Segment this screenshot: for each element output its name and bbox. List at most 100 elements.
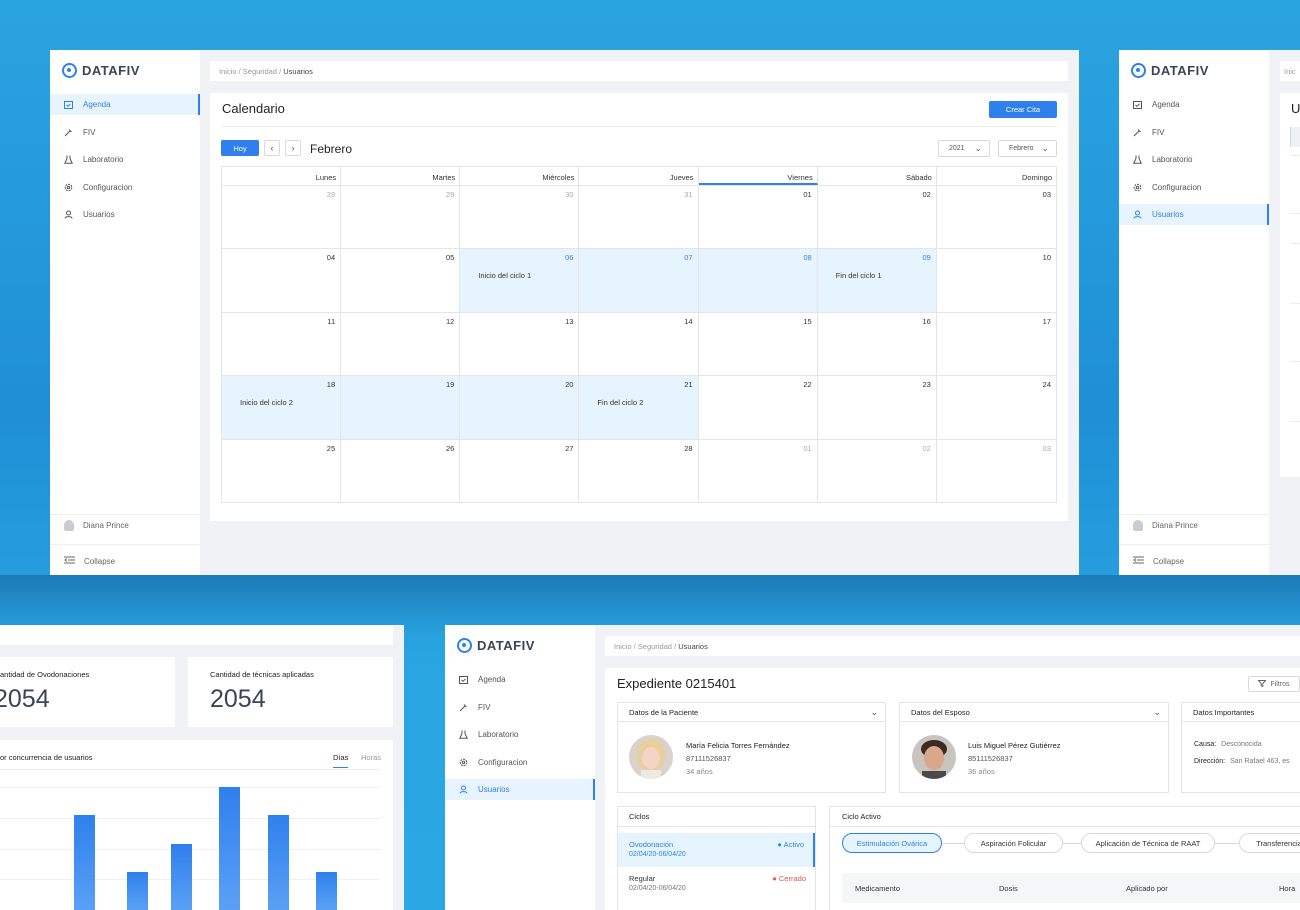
sidebar-item-configuracion[interactable]: Configuracion (445, 752, 595, 773)
next-month-button[interactable]: › (285, 140, 301, 156)
day-number: 25 (326, 443, 336, 453)
prev-month-button[interactable]: ‹ (264, 140, 280, 156)
breadcrumb-home[interactable]: Inic (1284, 67, 1296, 76)
calendar-day[interactable]: 15 (698, 312, 818, 377)
calendar-day[interactable]: 12 (341, 312, 461, 377)
patient-card-header[interactable]: Datos de la Paciente ⌄ (618, 703, 885, 722)
current-user[interactable]: Diana Prince (1133, 520, 1198, 531)
calendar-day[interactable]: 11 (222, 312, 342, 377)
spouse-card-header[interactable]: Datos del Esposo ⌄ (900, 703, 1168, 722)
collapse-button[interactable]: Collapse (1133, 556, 1184, 566)
calendar-day[interactable]: 17 (936, 313, 1056, 377)
sidebar-item-fiv[interactable]: FIV (50, 122, 200, 143)
sidebar-item-usuarios[interactable]: Usuarios (1119, 204, 1269, 225)
calendar-day[interactable]: 01 (698, 186, 818, 250)
calendar-day[interactable]: 31 (579, 186, 699, 250)
calendar-day[interactable]: 10 (936, 249, 1056, 313)
calendar-day[interactable]: 03 (937, 440, 1056, 503)
sidebar-item-laboratorio[interactable]: Laboratorio (445, 724, 595, 745)
sidebar-item-laboratorio[interactable]: Laboratorio (1119, 149, 1269, 170)
calendar-day[interactable]: 19 (341, 376, 461, 440)
chart-bar[interactable] (219, 787, 240, 910)
sidebar-item-fiv[interactable]: FIV (445, 697, 595, 718)
calendar-day[interactable]: 29 (341, 186, 461, 250)
breadcrumb: Inicio / Seguridad / Usuarios (210, 61, 1068, 81)
breadcrumb-home[interactable]: Inicio (219, 67, 237, 76)
tab-days[interactable]: Días (333, 753, 349, 768)
year-select[interactable]: 2021 ⌄ (938, 140, 990, 157)
cycle-item[interactable]: Ovodonación 02/04/20-06/04/20 ● Activo (618, 833, 815, 867)
table-row (1290, 361, 1300, 362)
sidebar-item-agenda[interactable]: Agenda (445, 669, 595, 690)
sidebar-item-usuarios[interactable]: Usuarios (445, 779, 595, 800)
calendar-day[interactable]: 24 (936, 376, 1056, 440)
calendar-event[interactable]: Inicio del ciclo 1 (478, 271, 532, 281)
chart-bar[interactable] (127, 872, 148, 910)
calendar-day[interactable]: 18 Inicio del ciclo 2 (222, 376, 342, 440)
calendar-day[interactable]: 20 (460, 376, 580, 440)
sidebar-item-fiv[interactable]: FIV (1119, 122, 1269, 143)
calendar-event[interactable]: Fin del ciclo 2 (597, 398, 644, 408)
calendar-day[interactable]: 28 (222, 186, 342, 250)
calendar-day[interactable]: 25 (222, 439, 342, 503)
sidebar-item-laboratorio[interactable]: Laboratorio (50, 149, 200, 170)
calendar-day[interactable]: 13 (460, 312, 580, 377)
section-title: Datos del Esposo (911, 707, 970, 717)
calendar-day[interactable]: 26 (341, 439, 461, 503)
collapse-button[interactable]: Collapse (64, 556, 115, 566)
stage-transferencia[interactable]: Transferencia (1239, 833, 1300, 853)
create-appointment-button[interactable]: Crear Cita (989, 101, 1057, 118)
current-user[interactable]: Diana Prince (64, 520, 129, 531)
sidebar-item-configuracion[interactable]: Configuracion (1119, 177, 1269, 198)
chart-bar[interactable] (316, 872, 337, 910)
sidebar-item-configuracion[interactable]: Configuracion (50, 177, 200, 198)
calendar-day[interactable]: 14 (579, 312, 699, 377)
sidebar-item-usuarios[interactable]: Usuarios (50, 204, 200, 225)
calendar-event[interactable]: Inicio del ciclo 2 (240, 398, 293, 408)
cycle-item[interactable]: Regular 02/04/20-06/04/20 ● Cerrado (618, 867, 815, 901)
calendar-day[interactable]: 08 (698, 249, 818, 313)
breadcrumb-home[interactable]: Inicio (614, 642, 632, 651)
important-card-header[interactable]: Datos Importantes (1182, 703, 1300, 722)
today-button[interactable]: Hoy (221, 140, 259, 156)
calendar-day[interactable]: 02 (817, 186, 937, 250)
stage-aspiracion[interactable]: Aspiración Folicular (964, 833, 1063, 853)
filter-button[interactable]: Filtros (1248, 676, 1300, 692)
breadcrumb: Inicio / Seguridad / Usuarios (605, 636, 1300, 656)
chart-bar[interactable] (268, 815, 289, 910)
calendar-day[interactable]: 22 (698, 376, 818, 440)
calendar-day[interactable]: 21 Fin del ciclo 2 (579, 376, 699, 440)
year-select-value: 2021 (949, 145, 965, 152)
section-title: Datos Importantes (1193, 707, 1255, 717)
calendar-day[interactable]: 07 (579, 249, 699, 313)
chart-bar[interactable] (171, 844, 192, 910)
stage-raat[interactable]: Aplicación de Técnica de RAAT (1081, 833, 1215, 853)
chart-bar[interactable] (74, 815, 95, 910)
chevron-down-icon: ⌄ (1153, 706, 1161, 717)
calendar-day[interactable]: 28 (579, 439, 699, 503)
calendar-day[interactable]: 27 (460, 439, 580, 503)
status-label: Activo (783, 840, 804, 849)
sidebar-item-agenda[interactable]: Agenda (50, 94, 200, 115)
divider (1119, 514, 1269, 515)
sidebar-item-agenda[interactable]: Agenda (1119, 94, 1269, 115)
month-select[interactable]: Febrero ⌄ (998, 140, 1057, 157)
tab-hours[interactable]: Horas (361, 753, 382, 762)
calendar-day[interactable]: 02 (818, 439, 937, 503)
breadcrumb-section[interactable]: Seguridad (242, 67, 277, 76)
calendar-day[interactable]: 16 (817, 312, 937, 377)
calendar-event[interactable]: Fin del ciclo 1 (835, 271, 882, 281)
sidebar-item-label: Laboratorio (478, 730, 519, 739)
calendar-day[interactable]: 04 (222, 249, 342, 313)
calendar-day[interactable]: 06 Inicio del ciclo 1 (460, 249, 580, 313)
calendar-day[interactable]: 01 (699, 439, 818, 503)
breadcrumb-section[interactable]: Seguridad (637, 642, 672, 651)
stage-estimulacion[interactable]: Estimulación Ovárica (842, 833, 942, 853)
day-number: 16 (922, 316, 931, 326)
calendar-day[interactable]: 23 (817, 376, 937, 440)
avatar (64, 520, 74, 531)
calendar-day[interactable]: 09 Fin del ciclo 1 (817, 249, 937, 313)
calendar-day[interactable]: 03 (936, 186, 1056, 250)
calendar-day[interactable]: 30 (460, 186, 580, 250)
calendar-day[interactable]: 05 (341, 249, 461, 313)
